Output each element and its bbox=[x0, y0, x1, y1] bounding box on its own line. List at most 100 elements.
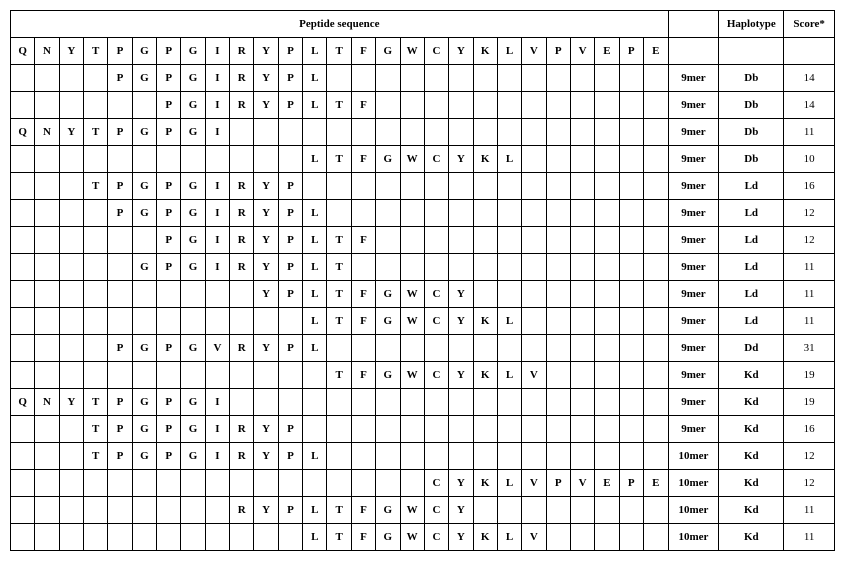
blank-header-cell bbox=[719, 38, 784, 65]
sequence-cell bbox=[376, 389, 400, 416]
sequence-cell bbox=[132, 308, 156, 335]
sequence-cell: L bbox=[303, 443, 327, 470]
sequence-cell: T bbox=[84, 173, 108, 200]
sequence-cell: K bbox=[473, 146, 497, 173]
sequence-cell bbox=[473, 335, 497, 362]
sequence-cell: T bbox=[327, 497, 351, 524]
mer-cell: 9mer bbox=[668, 308, 719, 335]
sequence-cell bbox=[449, 227, 473, 254]
sequence-cell: L bbox=[303, 65, 327, 92]
sequence-cell: R bbox=[230, 497, 254, 524]
score-cell: 19 bbox=[784, 389, 835, 416]
sequence-cell: I bbox=[205, 65, 229, 92]
sequence-cell bbox=[59, 254, 83, 281]
sequence-cell bbox=[449, 65, 473, 92]
sequence-cell: L bbox=[303, 227, 327, 254]
sequence-cell bbox=[570, 389, 594, 416]
sequence-cell bbox=[376, 416, 400, 443]
haplotype-cell: Kd bbox=[719, 416, 784, 443]
sequence-cell bbox=[595, 389, 619, 416]
positions-row: QNYTPGPGIRYPLTFGWCYKLVPVEPE bbox=[11, 38, 835, 65]
sequence-cell: L bbox=[497, 470, 521, 497]
sequence-cell: T bbox=[84, 443, 108, 470]
sequence-cell bbox=[570, 497, 594, 524]
sequence-cell bbox=[400, 416, 424, 443]
sequence-cell: P bbox=[108, 416, 132, 443]
haplotype-cell: Db bbox=[719, 119, 784, 146]
sequence-cell: P bbox=[157, 443, 181, 470]
sequence-cell bbox=[473, 92, 497, 119]
sequence-cell: V bbox=[570, 470, 594, 497]
position-cell: W bbox=[400, 38, 424, 65]
sequence-cell bbox=[157, 146, 181, 173]
sequence-cell: R bbox=[230, 335, 254, 362]
sequence-cell: R bbox=[230, 92, 254, 119]
sequence-cell bbox=[619, 146, 643, 173]
sequence-cell bbox=[400, 470, 424, 497]
sequence-cell: P bbox=[157, 335, 181, 362]
sequence-cell: C bbox=[424, 281, 448, 308]
sequence-cell: P bbox=[157, 389, 181, 416]
sequence-cell: Y bbox=[449, 524, 473, 551]
sequence-cell bbox=[327, 443, 351, 470]
mer-cell: 10mer bbox=[668, 443, 719, 470]
sequence-cell bbox=[11, 497, 35, 524]
sequence-cell bbox=[11, 92, 35, 119]
sequence-cell bbox=[570, 416, 594, 443]
sequence-cell bbox=[546, 362, 570, 389]
haplotype-cell: Ld bbox=[719, 308, 784, 335]
sequence-cell bbox=[619, 416, 643, 443]
sequence-cell: Y bbox=[449, 308, 473, 335]
mer-cell: 9mer bbox=[668, 200, 719, 227]
sequence-cell bbox=[643, 497, 668, 524]
sequence-cell: R bbox=[230, 65, 254, 92]
sequence-cell bbox=[59, 443, 83, 470]
sequence-cell bbox=[59, 92, 83, 119]
sequence-cell bbox=[424, 443, 448, 470]
sequence-cell bbox=[35, 281, 59, 308]
sequence-cell: G bbox=[376, 497, 400, 524]
sequence-cell: I bbox=[205, 200, 229, 227]
sequence-cell: G bbox=[181, 65, 205, 92]
sequence-cell bbox=[473, 254, 497, 281]
sequence-cell bbox=[522, 389, 546, 416]
sequence-cell: P bbox=[278, 281, 302, 308]
sequence-cell bbox=[35, 416, 59, 443]
sequence-cell bbox=[327, 200, 351, 227]
mer-cell: 10mer bbox=[668, 470, 719, 497]
sequence-cell bbox=[570, 443, 594, 470]
sequence-cell bbox=[59, 308, 83, 335]
haplotype-cell: Db bbox=[719, 92, 784, 119]
sequence-cell bbox=[643, 362, 668, 389]
sequence-cell bbox=[595, 92, 619, 119]
position-cell: R bbox=[230, 38, 254, 65]
sequence-cell bbox=[643, 416, 668, 443]
sequence-cell bbox=[254, 308, 278, 335]
sequence-cell bbox=[376, 173, 400, 200]
sequence-cell bbox=[35, 443, 59, 470]
sequence-cell bbox=[59, 497, 83, 524]
sequence-cell bbox=[570, 362, 594, 389]
sequence-cell bbox=[351, 254, 375, 281]
sequence-cell bbox=[424, 416, 448, 443]
sequence-cell: C bbox=[424, 524, 448, 551]
sequence-cell bbox=[230, 146, 254, 173]
sequence-cell bbox=[181, 281, 205, 308]
sequence-cell: P bbox=[108, 200, 132, 227]
sequence-cell bbox=[59, 173, 83, 200]
sequence-cell bbox=[376, 335, 400, 362]
sequence-cell: T bbox=[327, 146, 351, 173]
sequence-cell bbox=[351, 173, 375, 200]
sequence-cell bbox=[35, 65, 59, 92]
sequence-cell: L bbox=[303, 254, 327, 281]
sequence-cell bbox=[59, 524, 83, 551]
sequence-cell: Y bbox=[449, 146, 473, 173]
sequence-cell: P bbox=[278, 173, 302, 200]
sequence-cell bbox=[546, 389, 570, 416]
haplotype-cell: Kd bbox=[719, 497, 784, 524]
sequence-cell bbox=[522, 119, 546, 146]
sequence-cell bbox=[132, 227, 156, 254]
sequence-cell bbox=[35, 254, 59, 281]
sequence-cell: L bbox=[303, 497, 327, 524]
sequence-cell bbox=[546, 335, 570, 362]
